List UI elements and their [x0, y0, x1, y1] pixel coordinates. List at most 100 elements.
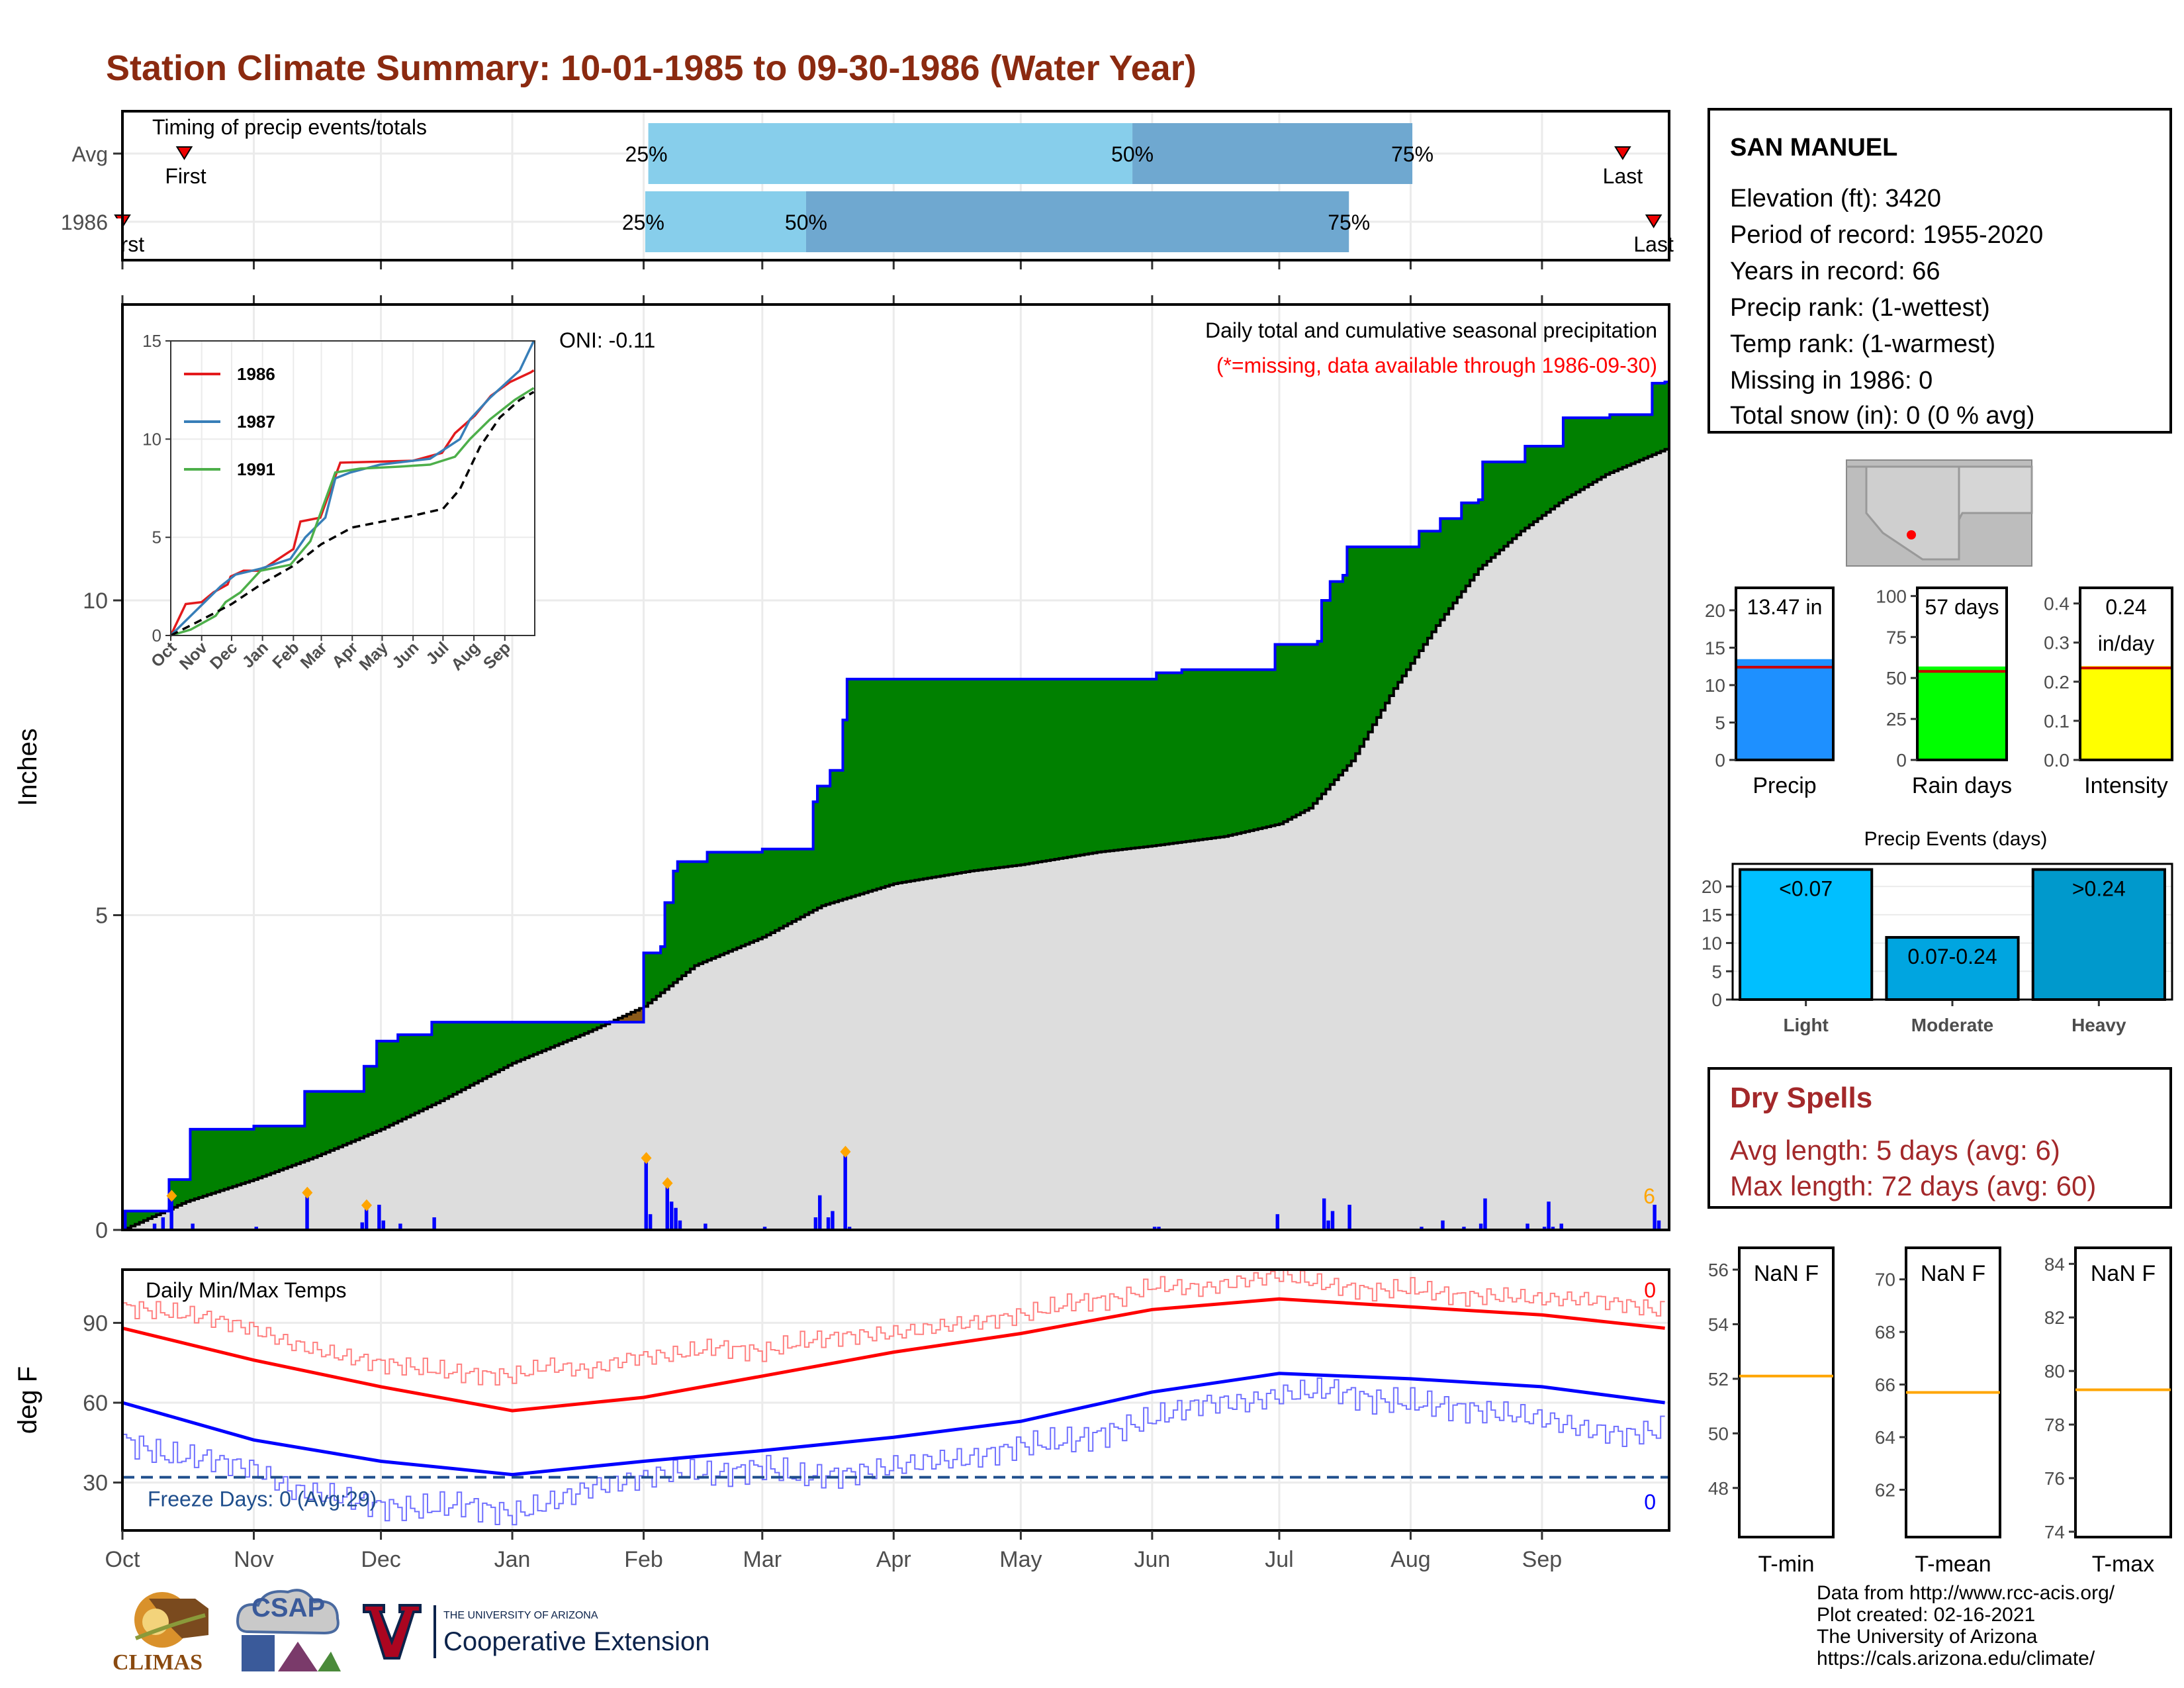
- events-tick-label: 0: [1711, 990, 1722, 1010]
- last-label: Last: [1603, 164, 1643, 188]
- events-bar: [1885, 936, 2020, 1001]
- obs-max-temp-line: [122, 1268, 1665, 1386]
- month-label: Jan: [494, 1547, 531, 1572]
- min-temp-count: 0: [1644, 1490, 1656, 1514]
- largest-event-marker: [641, 1152, 652, 1164]
- temp-gauge-tick-label: 74: [2044, 1522, 2065, 1542]
- daily-precip-bar: [1330, 1211, 1335, 1230]
- temp-frame: [121, 1268, 1670, 1532]
- events-frame: [1731, 863, 2173, 1001]
- temp-gauge-tick-label: 70: [1875, 1270, 1895, 1290]
- precip-chart-subtitle: (*=missing, data available through 1986-…: [1216, 353, 1657, 377]
- max-temp-count: 0: [1644, 1278, 1656, 1302]
- last-marker: [1645, 214, 1662, 228]
- station-period: Period of record: 1955-2020: [1730, 221, 2044, 249]
- month-label: Mar: [743, 1547, 782, 1572]
- events-category-label: Heavy: [2071, 1015, 2126, 1035]
- gauge-tick-label: 100: [1876, 586, 1907, 606]
- gauge-tick-label: 0.2: [2044, 672, 2070, 692]
- daily-precip-bar: [674, 1207, 678, 1230]
- largest-events-count: 6: [1643, 1184, 1655, 1208]
- obs-min-temp-line: [122, 1377, 1665, 1526]
- freeze-days-label: Freeze Days: 0 (Avg:29): [148, 1487, 377, 1511]
- month-label: Jun: [1134, 1547, 1170, 1572]
- gauge-tick-label: 10: [1705, 675, 1725, 696]
- precip-y-tick-label: 0: [95, 1218, 108, 1243]
- timing-left-mask: [0, 218, 121, 255]
- inset-y-tick-label: 15: [142, 331, 161, 351]
- credit-line: The University of Arizona: [1817, 1626, 2038, 1648]
- temp-gauge-label: T-max: [2092, 1552, 2154, 1577]
- gauge-tick-label: 0: [1715, 750, 1725, 771]
- largest-event-marker: [662, 1177, 673, 1190]
- avg-precip-area: [122, 449, 1669, 1231]
- daily-precip-bar: [1152, 1227, 1157, 1230]
- daily-precip-bar: [648, 1214, 653, 1230]
- month-label: Feb: [624, 1547, 663, 1572]
- temp-y-axis-title: deg F: [13, 1366, 42, 1434]
- station-name: SAN MANUEL: [1730, 134, 1898, 162]
- timing-pct-label: 50%: [1111, 142, 1154, 166]
- first-label: First: [165, 164, 206, 188]
- timing-pct-label: 25%: [625, 142, 668, 166]
- month-label: May: [999, 1547, 1042, 1572]
- daily-precip-bar: [1420, 1227, 1424, 1230]
- events-tick-label: 10: [1702, 933, 1722, 954]
- gauge-tick-label: 50: [1886, 668, 1907, 688]
- station-elevation: Elevation (ft): 3420: [1730, 185, 1941, 212]
- dry-spells-avg: Avg length: 5 days (avg: 6): [1730, 1135, 2060, 1166]
- temp-gauge-tick-label: 52: [1708, 1369, 1729, 1389]
- month-label: Oct: [105, 1547, 140, 1572]
- daily-precip-bar: [377, 1204, 381, 1230]
- daily-precip-bar: [1657, 1220, 1661, 1230]
- inset-legend-label: 1991: [237, 459, 275, 479]
- ua-big-text: Cooperative Extension: [443, 1627, 710, 1656]
- credit-line: https://cals.arizona.edu/climate/: [1817, 1648, 2095, 1669]
- daily-precip-bar: [191, 1223, 195, 1230]
- gauge-tick-label: 20: [1705, 600, 1725, 621]
- gauge-tick-label: 25: [1886, 709, 1907, 729]
- dry-spells-box: Dry Spells Avg length: 5 days (avg: 6) M…: [1707, 1067, 2172, 1209]
- inset-y-tick-label: 0: [152, 626, 161, 645]
- daily-precip-bar: [826, 1217, 831, 1230]
- credits: Data from http://www.rcc-acis.org/ Plot …: [1817, 1582, 2115, 1669]
- largest-event-marker: [840, 1145, 851, 1158]
- station-temp-rank: Temp rank: (1-warmest): [1730, 330, 1996, 358]
- daily-precip-bar: [1547, 1201, 1551, 1230]
- station-years: Years in record: 66: [1730, 258, 1940, 285]
- daily-precip-bar: [665, 1186, 669, 1230]
- precip-chart-title: Daily total and cumulative seasonal prec…: [1205, 318, 1657, 342]
- temp-gauge-tick-label: 84: [2044, 1254, 2065, 1274]
- daily-precip-bar: [161, 1217, 165, 1230]
- inset-series-line: [170, 387, 535, 637]
- daily-precip-bar: [762, 1227, 767, 1230]
- month-label: Jul: [1265, 1547, 1293, 1572]
- events-bar-label: >0.24: [2072, 877, 2126, 901]
- daily-precip-bar: [818, 1195, 822, 1230]
- daily-precip-bar: [678, 1220, 682, 1230]
- temp-gauge-tick-label: 56: [1708, 1260, 1729, 1280]
- events-category-label: Moderate: [1911, 1015, 1993, 1035]
- precip-y-tick-label: 10: [83, 588, 108, 614]
- daily-precip-bar: [1441, 1220, 1445, 1230]
- daily-precip-bar: [644, 1160, 648, 1230]
- daily-precip-bar: [1483, 1198, 1487, 1230]
- gauge-tick-label: 0.4: [2044, 594, 2070, 614]
- timing-pct-label: 25%: [622, 211, 664, 234]
- daily-precip-bar: [152, 1223, 157, 1230]
- climas-logo: CLIMAS: [109, 1585, 218, 1678]
- events-tick-label: 5: [1711, 961, 1722, 982]
- temp-gauge-tick-label: 48: [1708, 1478, 1729, 1499]
- temp-gauge-tick-label: 68: [1875, 1322, 1895, 1342]
- temp-y-tick-label: 90: [83, 1311, 108, 1336]
- temp-gauge-tick-label: 50: [1708, 1423, 1729, 1444]
- daily-precip-bar: [123, 1211, 127, 1230]
- temp-gauge-value: NaN F: [2091, 1261, 2156, 1286]
- precip-frame: [121, 303, 1670, 1231]
- daily-precip-bar: [669, 1201, 674, 1230]
- gauge-tick-label: 0.0: [2044, 750, 2070, 771]
- timing-bar-25-50: [648, 123, 1133, 184]
- page-title: Station Climate Summary: 10-01-1985 to 0…: [106, 48, 1197, 88]
- gauge-category-label: Precip: [1752, 773, 1816, 798]
